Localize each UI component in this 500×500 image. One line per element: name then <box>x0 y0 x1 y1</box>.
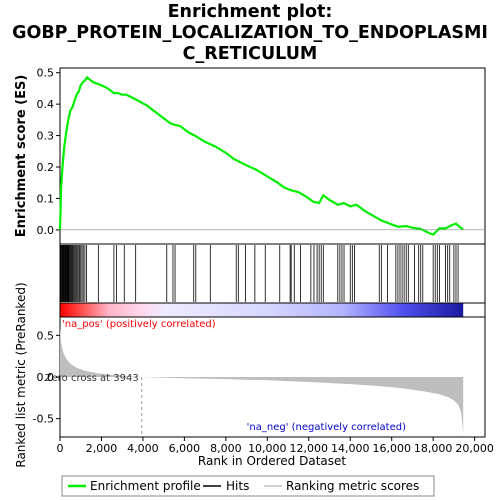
x-tick-label: 6,000 <box>169 442 201 455</box>
rank-color-bar-fill <box>60 303 464 317</box>
ranking-y-ticks: 0.5 0.0 -0.5 <box>33 329 60 426</box>
ranking-metric-area <box>60 327 464 434</box>
legend: Enrichment profile Hits Ranking metric s… <box>61 475 435 497</box>
x-tick-label: 16,000 <box>372 442 411 455</box>
hits-panel <box>59 243 486 318</box>
negative-correlation-label: 'na_neg' (negatively correlated) <box>247 422 406 433</box>
x-tick-label: 14,000 <box>331 442 370 455</box>
ranking-y-tick-label: -0.5 <box>33 413 54 426</box>
chart-title: Enrichment plot: GOBP_PROTEIN_LOCALIZATI… <box>0 2 500 65</box>
es-y-tick-label: 0.0 <box>37 224 55 237</box>
x-tick-label: 2,000 <box>86 442 118 455</box>
es-y-ticks: 0.0 0.1 0.2 0.3 0.4 0.5 <box>37 67 60 237</box>
ranking-panel: Zero cross at 3943 'na_pos' (positively … <box>14 282 486 468</box>
x-tick-label: 18,000 <box>414 442 453 455</box>
legend-label-ranking-metric-scores: Ranking metric scores <box>286 479 419 493</box>
es-y-tick-label: 0.3 <box>37 130 55 143</box>
x-tick-label: 10,000 <box>248 442 287 455</box>
hit-lines <box>60 245 459 302</box>
x-tick-label: 4,000 <box>127 442 159 455</box>
x-axis-ticks: 0 2,000 4,000 6,000 8,000 10,000 12,000 14,000 1… <box>57 437 494 455</box>
es-line <box>58 75 464 236</box>
positive-correlation-label: 'na_pos' (positively correlated) <box>62 319 216 330</box>
es-y-tick-label: 0.4 <box>37 98 55 111</box>
es-y-axis-label: Enrichment score (ES) <box>14 75 29 238</box>
x-tick-label: 12,000 <box>290 442 329 455</box>
legend-label-hits: Hits <box>226 479 249 493</box>
legend-label-enrichment-profile: Enrichment profile <box>90 479 201 493</box>
ranking-y-axis-label: Ranked list metric (PreRanked) <box>14 282 28 467</box>
zero-cross-label: Zero cross at 3943 <box>45 373 139 384</box>
title-line-3: C_RETICULUM <box>182 44 318 64</box>
ranking-y-tick-label: 0.0 <box>37 371 55 384</box>
x-tick-label: 20,000 <box>455 442 494 455</box>
x-axis-label: Rank in Ordered Dataset <box>198 454 346 468</box>
es-y-tick-label: 0.1 <box>37 192 55 205</box>
hits-frame <box>59 243 486 304</box>
title-line-1: Enrichment plot: <box>167 2 333 22</box>
legend-box <box>61 475 435 497</box>
es-panel: 0.0 0.1 0.2 0.3 0.4 0.5 Enrichment score (ES) <box>14 67 486 245</box>
ranking-y-tick-label: 0.5 <box>37 329 55 342</box>
title-line-2: GOBP_PROTEIN_LOCALIZATION_TO_ENDOPLASMI <box>12 23 488 43</box>
x-tick-label: 0 <box>57 442 64 455</box>
es-y-tick-label: 0.2 <box>37 161 55 174</box>
x-tick-label: 8,000 <box>210 442 242 455</box>
es-y-tick-label: 0.5 <box>37 67 55 80</box>
